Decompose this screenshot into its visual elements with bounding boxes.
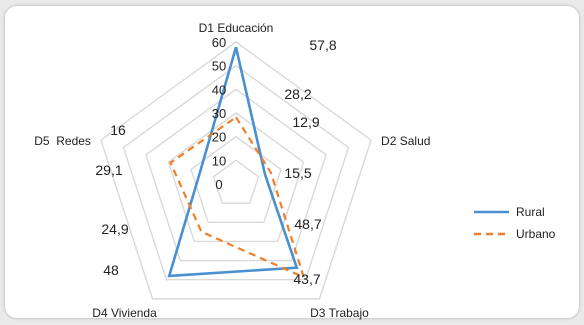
axis-label-5: D5 Redes bbox=[34, 134, 91, 148]
radar-grid bbox=[100, 41, 372, 300]
data-label-urbano-5: 29,1 bbox=[95, 162, 122, 178]
grid-ring-50 bbox=[122, 64, 350, 281]
tick-label-40: 40 bbox=[212, 82, 226, 97]
data-labels: 57,8 12,9 43,7 48 16 28,2 15,5 48,7 24,9 29,1 bbox=[95, 37, 336, 287]
tick-label-20: 20 bbox=[212, 130, 226, 145]
tick-label-0: 0 bbox=[215, 177, 222, 192]
radial-tick-labels: 0 10 20 30 40 50 60 bbox=[212, 35, 226, 192]
data-label-rural-1: 57,8 bbox=[309, 37, 336, 53]
axis-label-1: D1 Educación bbox=[199, 21, 274, 35]
legend-label-rural: Rural bbox=[516, 205, 545, 219]
grid-ring-10 bbox=[212, 159, 260, 204]
tick-label-30: 30 bbox=[212, 106, 226, 121]
tick-label-10: 10 bbox=[212, 153, 226, 168]
data-label-urbano-3: 48,7 bbox=[294, 216, 321, 232]
data-label-urbano-2: 15,5 bbox=[284, 165, 311, 181]
grid-ring-30 bbox=[167, 112, 305, 243]
data-label-rural-2: 12,9 bbox=[292, 114, 319, 130]
chart-card bbox=[5, 6, 579, 318]
grid-ring-40 bbox=[145, 88, 327, 262]
grid-ring-60 bbox=[100, 41, 372, 300]
data-label-rural-3: 43,7 bbox=[293, 271, 320, 287]
series-urbano-line bbox=[169, 115, 306, 280]
legend-label-urbano: Urbano bbox=[516, 227, 556, 241]
radar-series bbox=[167, 46, 306, 280]
axis-label-2: D2 Salud bbox=[381, 134, 430, 148]
series-rural-line bbox=[167, 46, 299, 278]
data-label-urbano-4: 24,9 bbox=[101, 221, 128, 237]
grid-ring-20 bbox=[190, 135, 282, 223]
legend: Rural Urbano bbox=[474, 205, 556, 241]
axis-label-4: D4 Vivienda bbox=[92, 306, 157, 320]
axis-labels: D1 Educación D2 Salud D3 Trabajo D4 Viviend… bbox=[34, 21, 430, 320]
data-label-urbano-1: 28,2 bbox=[284, 86, 311, 102]
data-label-rural-5: 16 bbox=[110, 122, 126, 138]
data-label-rural-4: 48 bbox=[103, 262, 119, 278]
tick-label-50: 50 bbox=[212, 59, 226, 74]
axis-label-3: D3 Trabajo bbox=[310, 306, 369, 320]
tick-label-60: 60 bbox=[212, 35, 226, 50]
